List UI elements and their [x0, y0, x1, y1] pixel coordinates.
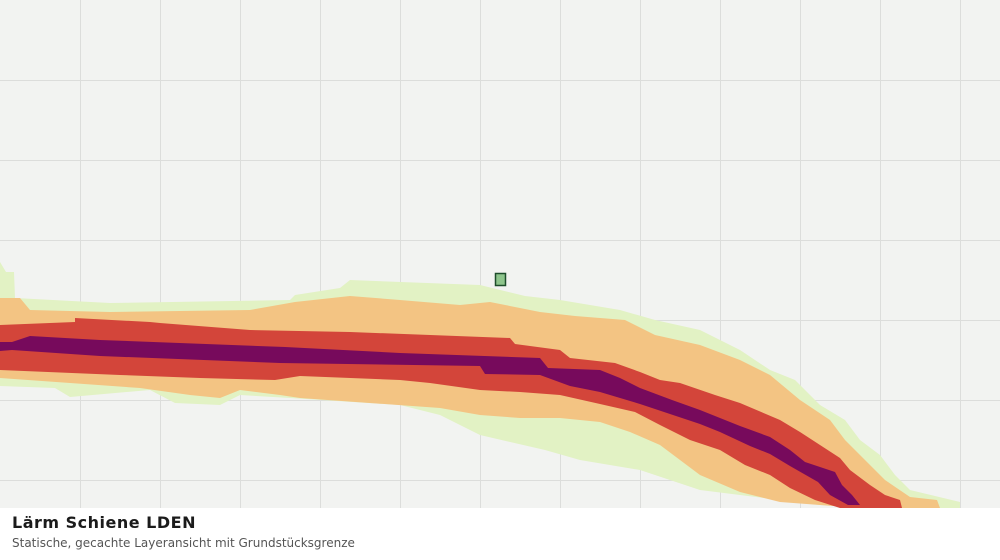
- info-panel: Lärm Schiene LDEN Statische, gecachte La…: [0, 508, 1000, 560]
- layer-title: Lärm Schiene LDEN: [12, 513, 196, 532]
- parcel-boundary: [494, 272, 507, 287]
- noise-band-high: [0, 318, 902, 508]
- noise-band-very-high: [0, 336, 860, 505]
- layer-subtitle: Statische, gecachte Layeransicht mit Gru…: [12, 536, 355, 550]
